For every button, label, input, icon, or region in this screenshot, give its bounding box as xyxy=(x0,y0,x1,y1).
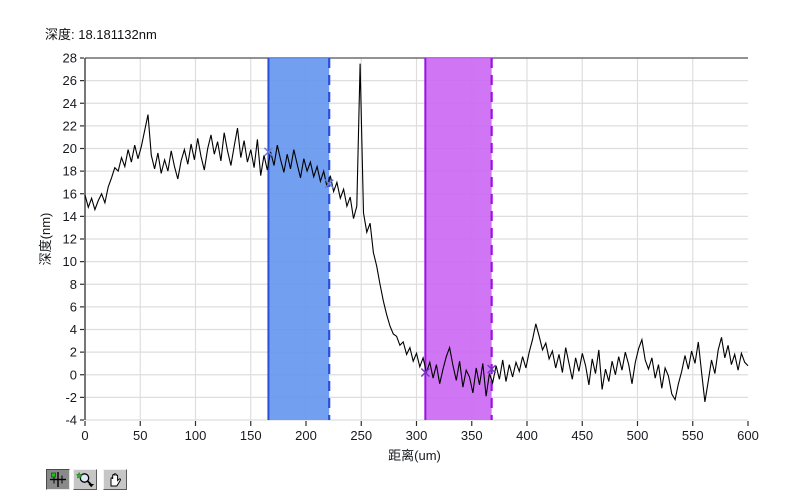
y-tick-label: 22 xyxy=(63,118,77,133)
cursor-marker[interactable] xyxy=(263,147,273,157)
y-tick-label: 10 xyxy=(63,254,77,269)
y-tick-label: 16 xyxy=(63,186,77,201)
magenta-selection-band[interactable] xyxy=(425,58,492,420)
x-tick-label: 200 xyxy=(295,428,317,443)
x-tick-label: 400 xyxy=(516,428,538,443)
y-tick-label: 14 xyxy=(63,209,77,224)
y-tick-label: 2 xyxy=(70,345,77,360)
x-tick-label: 50 xyxy=(133,428,147,443)
y-tick-label: 18 xyxy=(63,164,77,179)
cursor-marker[interactable] xyxy=(324,179,334,189)
x-tick-label: 450 xyxy=(571,428,593,443)
x-tick-label: 600 xyxy=(737,428,759,443)
cursor-tool-button[interactable] xyxy=(46,469,70,490)
depth-profile-trace[interactable] xyxy=(84,63,749,402)
y-tick-label: 4 xyxy=(70,322,77,337)
pan-tool-button[interactable] xyxy=(103,469,127,490)
y-tick-label: 8 xyxy=(70,277,77,292)
magnifier-icon xyxy=(75,471,94,488)
x-axis-title: 距离(um) xyxy=(388,448,441,463)
y-tick-label: 24 xyxy=(63,96,77,111)
y-tick-label: -2 xyxy=(65,390,77,405)
y-tick-label: -4 xyxy=(65,413,77,428)
blue-selection-band[interactable] xyxy=(268,58,330,420)
y-tick-label: 0 xyxy=(70,367,77,382)
crosshair-icon xyxy=(50,472,66,487)
y-tick-label: 12 xyxy=(63,232,77,247)
cursor-marker[interactable] xyxy=(487,364,497,374)
x-tick-label: 100 xyxy=(185,428,207,443)
cursor-marker[interactable] xyxy=(420,367,430,378)
y-tick-label: 28 xyxy=(63,51,77,66)
x-tick-label: 250 xyxy=(350,428,372,443)
y-tick-label: 26 xyxy=(63,73,77,88)
x-tick-label: 0 xyxy=(81,428,88,443)
x-tick-label: 550 xyxy=(682,428,704,443)
x-tick-label: 350 xyxy=(461,428,483,443)
y-axis-title: 深度(nm) xyxy=(38,213,53,266)
zoom-tool-button[interactable] xyxy=(73,469,97,490)
graph-palette xyxy=(46,469,127,490)
x-tick-label: 300 xyxy=(406,428,428,443)
depth-readout: 深度: 18.181132nm xyxy=(45,27,157,42)
x-tick-label: 500 xyxy=(627,428,649,443)
x-tick-label: 150 xyxy=(240,428,262,443)
y-tick-label: 20 xyxy=(63,141,77,156)
hand-icon xyxy=(110,473,122,487)
y-tick-label: 6 xyxy=(70,299,77,314)
